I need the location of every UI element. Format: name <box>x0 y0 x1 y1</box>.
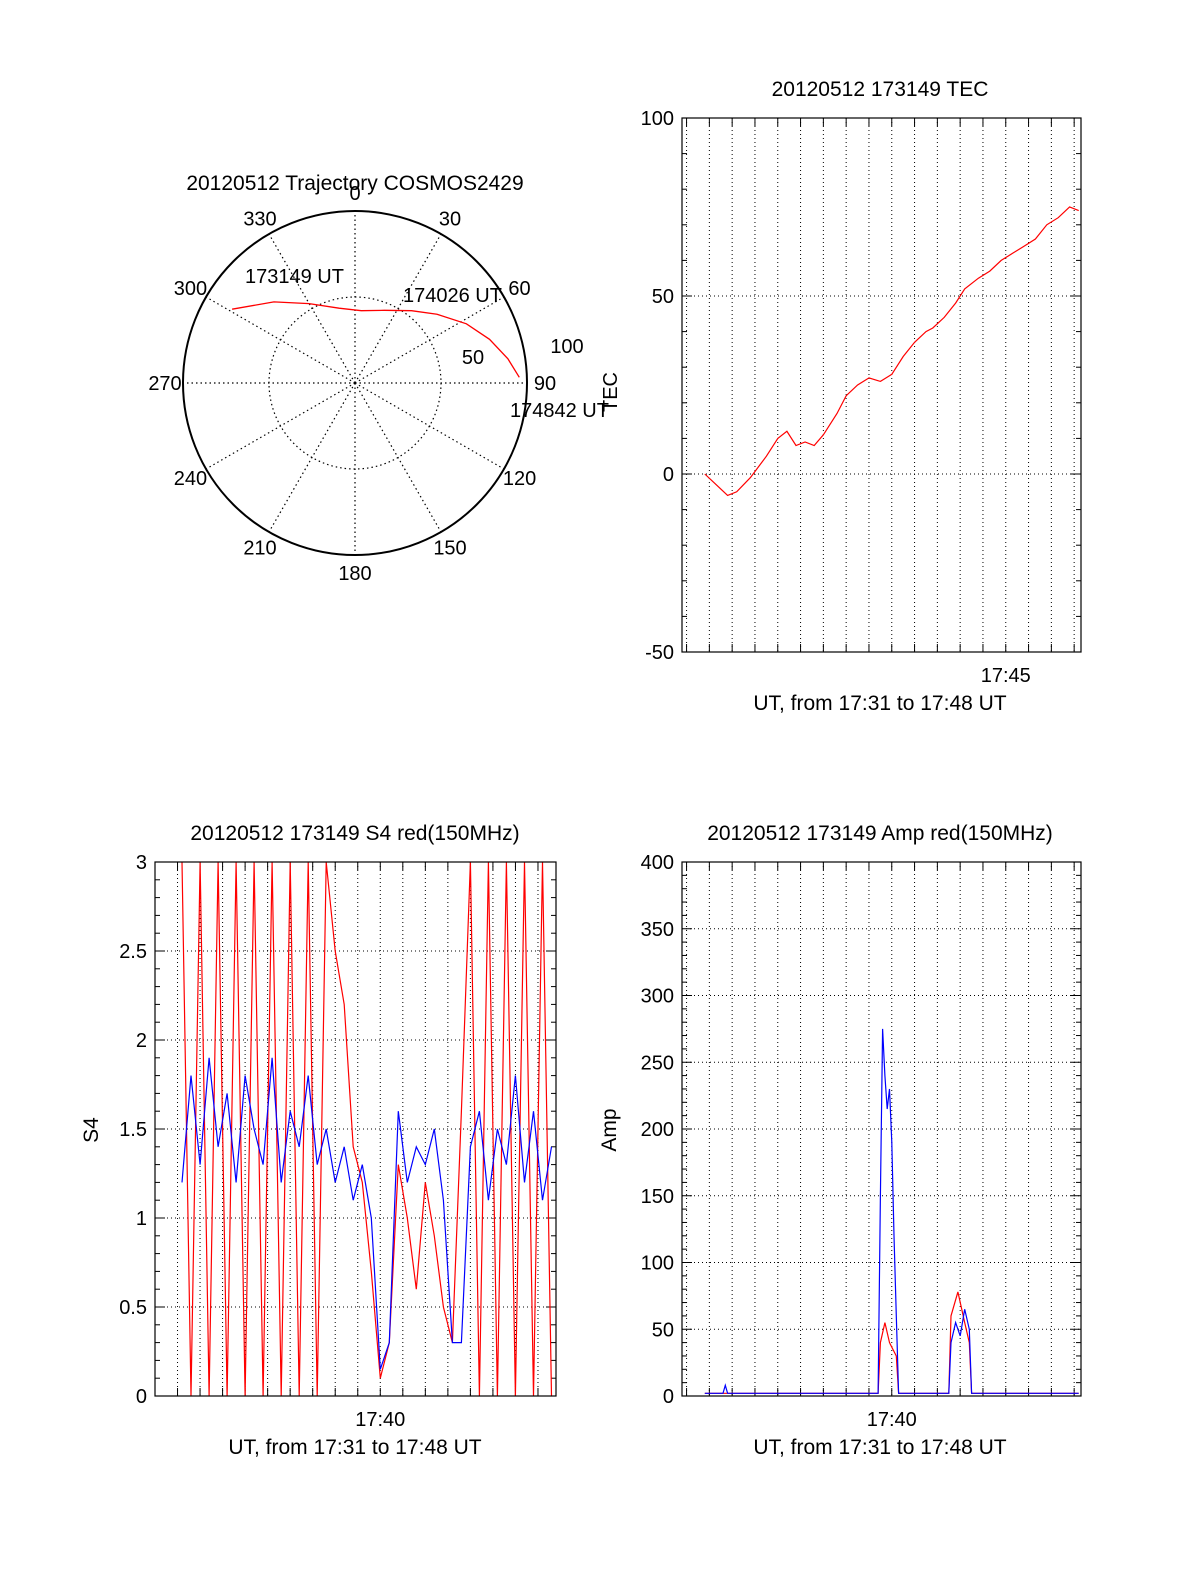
azimuth-label: 150 <box>433 538 466 560</box>
y-tick-label: 1.5 <box>119 1119 147 1141</box>
y-tick-label: 3 <box>136 852 147 874</box>
polar-spoke <box>354 296 505 384</box>
amp-title: 20120512 173149 Amp red(150MHz) <box>707 822 1053 845</box>
azimuth-label: 90 <box>534 373 556 395</box>
azimuth-label: 330 <box>243 208 276 230</box>
trajectory-line <box>231 301 520 378</box>
tec-xlabel: UT, from 17:31 to 17:48 UT <box>753 692 1006 715</box>
annotation-end-time: 174842 UT <box>510 400 609 422</box>
polar-spoke <box>268 233 356 384</box>
y-tick-label: 1 <box>136 1208 147 1230</box>
polar-title: 20120512 Trajectory COSMOS2429 <box>186 172 523 195</box>
azimuth-label: 240 <box>174 468 207 490</box>
series-line-red <box>181 862 553 1396</box>
y-tick-label: 0.5 <box>119 1297 147 1319</box>
azimuth-label: 30 <box>439 208 461 230</box>
tec-title: 20120512 173149 TEC <box>772 78 989 101</box>
azimuth-label: 300 <box>174 278 207 300</box>
x-tick-label: 17:45 <box>981 665 1031 687</box>
y-tick-label: 2 <box>136 1030 147 1052</box>
azimuth-label: 120 <box>503 468 536 490</box>
x-tick-label: 17:40 <box>867 1409 917 1431</box>
azimuth-label: 60 <box>508 278 530 300</box>
series-line-red <box>704 206 1079 497</box>
amp-chart: 20120512 173149 Amp red(150MHz) UT, from… <box>598 822 1082 1459</box>
y-tick-label: 150 <box>641 1186 674 1208</box>
azimuth-label: 180 <box>338 563 371 585</box>
polar-spoke <box>205 296 356 384</box>
polar-spoke <box>205 382 356 470</box>
s4-title: 20120512 173149 S4 red(150MHz) <box>190 822 519 845</box>
y-tick-label: 250 <box>641 1052 674 1074</box>
polar-spoke <box>268 382 356 533</box>
polar-spoke <box>354 382 442 533</box>
y-tick-label: 50 <box>652 1319 674 1341</box>
y-tick-label: 2.5 <box>119 941 147 963</box>
plot-frame <box>681 117 1082 653</box>
series-line-blue <box>704 1028 1079 1394</box>
y-tick-label: 300 <box>641 986 674 1008</box>
amp-ylabel: Amp <box>598 1108 621 1151</box>
trajectory-polar-chart: 20120512 Trajectory COSMOS2429 0 30 60 90 12… <box>148 172 622 585</box>
plot-frame <box>154 861 557 1397</box>
y-tick-label: 0 <box>663 1386 674 1408</box>
s4-ylabel: S4 <box>80 1117 103 1143</box>
y-tick-label: -50 <box>645 642 674 664</box>
vertical-label-tec: TEC <box>600 372 622 412</box>
polar-spoke <box>354 382 505 470</box>
annotation-start-time: 173149 UT <box>245 266 344 288</box>
y-tick-label: 400 <box>641 852 674 874</box>
s4-chart: 20120512 173149 S4 red(150MHz) UT, from … <box>80 822 557 1459</box>
y-tick-label: 200 <box>641 1119 674 1141</box>
y-tick-label: 100 <box>641 1253 674 1275</box>
y-tick-label: 50 <box>652 286 674 308</box>
y-tick-label: 100 <box>641 108 674 130</box>
y-tick-label: 0 <box>136 1386 147 1408</box>
y-tick-label: 0 <box>663 464 674 486</box>
radial-label-100: 100 <box>550 336 583 358</box>
azimuth-label: 210 <box>243 538 276 560</box>
radial-label-50: 50 <box>462 347 484 369</box>
azimuth-label: 0 <box>349 183 360 205</box>
annotation-mid-time: 174026 UT <box>403 285 502 307</box>
amp-xlabel: UT, from 17:31 to 17:48 UT <box>753 1436 1006 1459</box>
plot-frame <box>681 861 1082 1397</box>
polar-spoke <box>354 233 442 384</box>
x-tick-label: 17:40 <box>355 1409 405 1431</box>
azimuth-label: 270 <box>148 373 181 395</box>
series-line-blue <box>181 1057 553 1370</box>
y-tick-label: 350 <box>641 919 674 941</box>
s4-xlabel: UT, from 17:31 to 17:48 UT <box>228 1436 481 1459</box>
tec-chart: 20120512 173149 TEC UT, from 17:31 to 17… <box>641 78 1082 715</box>
